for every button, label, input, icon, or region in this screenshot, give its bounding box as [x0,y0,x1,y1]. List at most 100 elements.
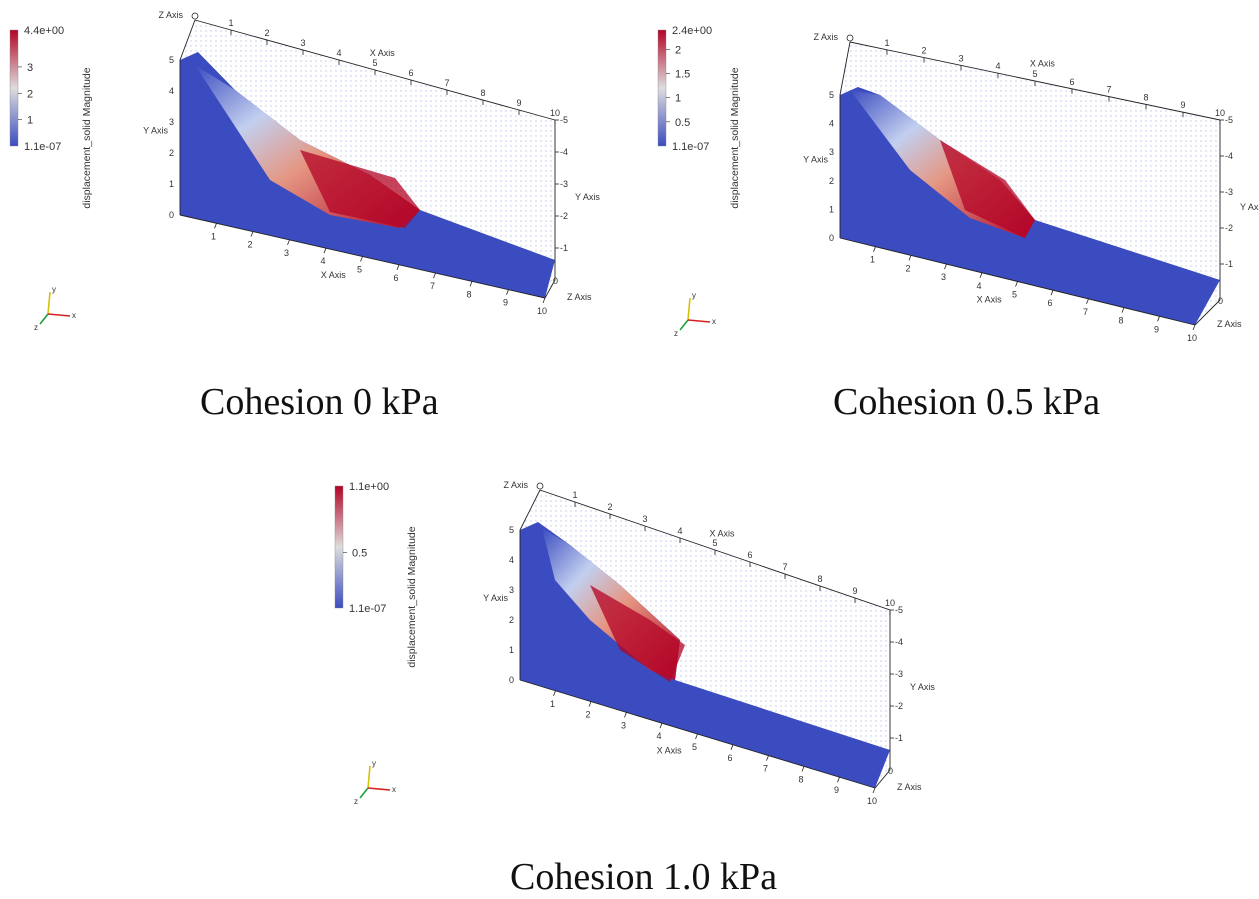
origin-marker [846,34,854,42]
x-tick-label: 2 [607,502,612,512]
triad-y-axis [687,297,691,321]
box-edge [839,41,851,96]
y-tick-label: 0 [169,210,174,220]
x-tick-label: 4 [677,526,682,536]
y-tick-label: 3 [829,147,834,157]
caption-cohesion-0-5: Cohesion 0.5 kPa [833,381,1101,423]
back-y-axis-title: Y Axis [910,682,935,692]
x-tick-label: 3 [958,53,963,63]
x-tick-label: 9 [1180,100,1185,110]
y-tick-label: 1 [169,179,174,189]
y-tick-label: 4 [509,555,514,565]
panel-cohesion-0: 4.4e+00 1.1e-07 1 2 3 displacement_solid Magn… [0,0,600,360]
near-x-tick-label: 4 [976,281,981,291]
x-tick-label: 8 [480,88,485,98]
triad-z-label: z [674,329,678,338]
x-tick-label: 2 [264,28,269,38]
y-tick-label: 0 [509,675,514,685]
near-x-tick [730,744,734,750]
back-tick-label: -3 [560,179,568,189]
x-tick-label: 4 [995,61,1000,71]
z-zero-label: 0 [888,766,893,776]
near-x-tick [695,733,698,740]
render-view[interactable]: 2.4e+00 1.1e-07 0.5 1 1.5 2 displacement_solid… [640,0,1259,360]
y-tick-label: 2 [509,615,514,625]
near-x-tick-label: 3 [941,272,946,282]
near-x-tick [214,223,217,229]
triad-x-axis [47,313,71,317]
y-tick-label: 5 [169,55,174,65]
near-x-tick [1050,290,1054,296]
y-axis-title: Y Axis [143,126,168,136]
x-tick-label: 9 [852,586,857,596]
x-tick-label: 1 [228,18,233,28]
z-axis-title-top: Z Axis [158,10,183,20]
x-tick-label: 9 [516,98,521,108]
near-x-tick-label: 10 [867,796,877,806]
colorbar-min-label: 1.1e-07 [24,141,61,153]
particle-cloud [520,490,890,788]
near-x-tick [323,248,327,254]
colorbar-title: displacement_solid Magnitude [729,67,741,208]
y-tick-label: 4 [169,86,174,96]
near-x-tick-label: 2 [585,710,590,720]
domain-box [519,489,891,789]
triad-y-label: y [52,285,56,294]
z-zero-label: 0 [1218,296,1223,306]
near-x-tick-label: 3 [284,248,289,258]
near-x-tick-label: 5 [357,265,362,275]
colorbar-title: displacement_solid Magnitude [406,526,418,667]
x-tick-label: 1 [884,38,889,48]
panel-cohesion-1-0: 1.1e+00 1.1e-07 0.5 displacement_solid Magn… [320,470,960,820]
x-axis-title: X Axis [1030,59,1056,69]
orientation-triad[interactable]: y x z [674,291,716,338]
near-x-tick [1157,316,1160,322]
near-x-tick [766,755,769,761]
near-x-tick-label: 9 [503,298,508,308]
near-x-axis-title: X Axis [321,270,347,280]
colorbar-min-label: 1.1e-07 [672,141,709,153]
x-tick-label: 3 [642,514,647,524]
orientation-triad[interactable]: y x z [34,285,76,332]
near-x-tick [469,281,473,287]
colorbar-tick-label: 0.5 [352,548,367,560]
y-tick-label: 5 [829,90,834,100]
x-tick-label: 10 [885,598,895,608]
near-x-tick-label: 9 [1154,324,1159,334]
x-tick-label: 10 [550,108,560,118]
back-tick-label: -3 [895,669,903,679]
colorbar-max-label: 1.1e+00 [349,481,389,493]
render-view[interactable]: 1.1e+00 1.1e-07 0.5 displacement_solid Magn… [320,470,960,820]
y-axis-title: Y Axis [483,593,508,603]
near-x-tick [360,256,363,262]
colorbar-max-label: 2.4e+00 [672,25,712,37]
colorbar-min-label: 1.1e-07 [349,603,386,615]
back-tick-label: -1 [1225,259,1233,269]
z-axis-title-top: Z Axis [503,480,528,490]
near-x-tick-label: 8 [1118,316,1123,326]
back-tick-label: -3 [1225,187,1233,197]
orientation-triad[interactable]: y x z [354,759,396,806]
x-tick-label: 8 [1143,92,1148,102]
x-tick-label: 6 [1069,77,1074,87]
y-tick-label: 2 [169,148,174,158]
near-x-tick-label: 2 [247,240,252,250]
box-edge [179,19,196,61]
y-tick-label: 1 [829,204,834,214]
back-tick-label: -4 [1225,151,1233,161]
triad-x-label: x [392,785,396,794]
z-axis-title: Z Axis [567,292,592,302]
back-tick-label: -2 [1225,223,1233,233]
triad-y-axis [47,291,51,315]
caption-cohesion-1-0: Cohesion 1.0 kPa [510,856,778,898]
render-view[interactable]: 4.4e+00 1.1e-07 1 2 3 displacement_solid Magn… [0,0,600,360]
near-x-tick [908,255,912,261]
back-tick-label: -5 [560,115,568,125]
colorbar-max-label: 4.4e+00 [24,25,64,37]
x-tick-label: 2 [921,46,926,56]
y-axis-title: Y Axis [803,155,828,165]
back-tick-label: -1 [560,243,568,253]
triad-z-axis [39,313,49,325]
near-x-tick-label: 6 [393,273,398,283]
origin-marker [536,482,544,490]
